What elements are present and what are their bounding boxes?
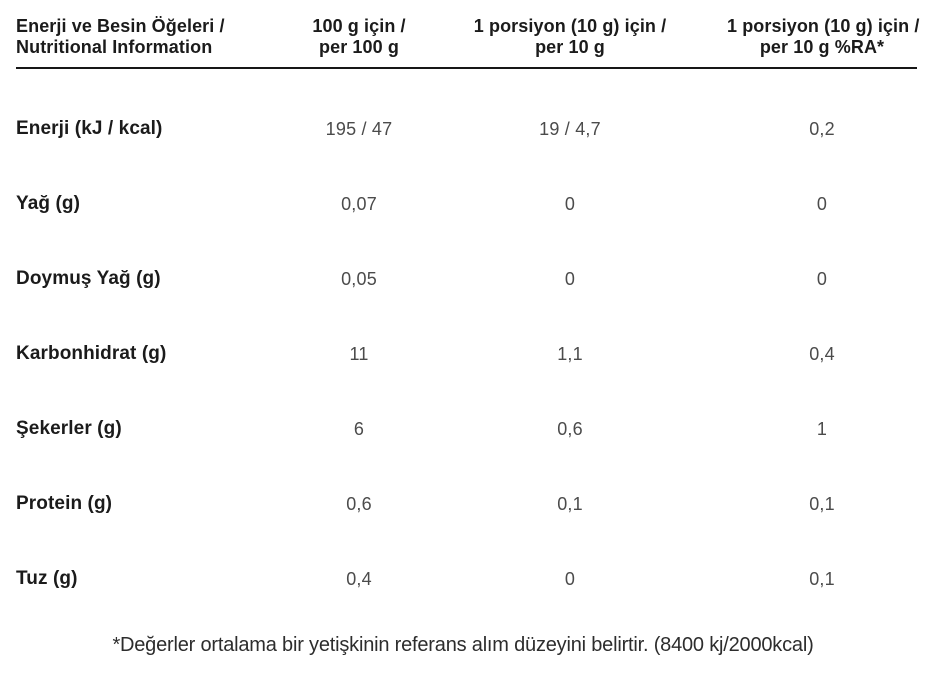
value-per-100g: 0,05 [341, 269, 377, 289]
value-per-portion: 0 [564, 569, 576, 589]
row-label: Şekerler (g) [16, 418, 122, 439]
value-percent-ra: 0 [816, 269, 828, 289]
header-cell-per-portion: 1 porsiyon (10 g) için / per 10 g [470, 16, 670, 58]
row-label: Tuz (g) [16, 568, 78, 589]
table-row-carbohydrate: Karbonhidrat (g) 11 1,1 0,4 [16, 294, 917, 369]
header-per-portion-line1: 1 porsiyon (10 g) için / [473, 16, 667, 36]
nutrition-table: Enerji ve Besin Öğeleri / Nutritional In… [16, 0, 920, 594]
value-percent-ra: 0 [816, 194, 828, 214]
value-per-portion: 0,1 [557, 494, 583, 514]
header-nutrient-line1: Enerji ve Besin Öğeleri / [16, 16, 225, 36]
row-label: Yağ (g) [16, 193, 81, 214]
value-percent-ra: 0,1 [809, 569, 835, 589]
row-label: Doymuş Yağ (g) [16, 268, 161, 289]
row-label: Protein (g) [16, 493, 113, 514]
value-per-portion: 0,6 [557, 419, 583, 439]
row-label: Enerji (kJ / kcal) [16, 118, 163, 139]
header-cell-per-100g: 100 g için / per 100 g [248, 16, 470, 58]
table-row-fat: Yağ (g) 0,07 0 0 [16, 144, 917, 219]
table-row-energy: Enerji (kJ / kcal) 195 / 47 19 / 4,7 0,2 [16, 69, 917, 144]
value-per-100g: 11 [349, 344, 369, 364]
value-per-portion: 0 [564, 194, 576, 214]
row-label: Karbonhidrat (g) [16, 343, 167, 364]
footnote: *Değerler ortalama bir yetişkinin refera… [112, 634, 814, 656]
header-percent-ra-line2: per 10 g %RA* [759, 37, 885, 57]
value-per-100g: 6 [353, 419, 365, 439]
table-row-salt: Tuz (g) 0,4 0 0,1 [16, 519, 917, 594]
value-per-portion: 0 [564, 269, 576, 289]
table-row-saturated-fat: Doymuş Yağ (g) 0,05 0 0 [16, 219, 917, 294]
header-per-100g-line1: 100 g için / [312, 16, 406, 36]
header-percent-ra-line1: 1 porsiyon (10 g) için / [727, 16, 920, 36]
header-nutrient-line2: Nutritional Information [16, 37, 213, 57]
value-per-100g: 0,07 [341, 194, 377, 214]
value-percent-ra: 1 [816, 419, 828, 439]
header-cell-nutrient: Enerji ve Besin Öğeleri / Nutritional In… [16, 16, 248, 58]
header-per-portion-line2: per 10 g [535, 37, 605, 57]
value-per-portion: 19 / 4,7 [539, 119, 601, 139]
header-per-100g-line2: per 100 g [319, 37, 399, 57]
header-cell-percent-ra: 1 porsiyon (10 g) için / per 10 g %RA* [670, 16, 920, 58]
value-percent-ra: 0,2 [809, 119, 835, 139]
table-row-sugars: Şekerler (g) 6 0,6 1 [16, 369, 917, 444]
value-percent-ra: 0,4 [809, 344, 835, 364]
value-per-100g: 0,6 [346, 494, 372, 514]
value-per-100g: 195 / 47 [325, 119, 393, 139]
value-per-portion: 1,1 [557, 344, 583, 364]
table-row-protein: Protein (g) 0,6 0,1 0,1 [16, 444, 917, 519]
table-header: Enerji ve Besin Öğeleri / Nutritional In… [16, 16, 920, 69]
value-percent-ra: 0,1 [809, 494, 835, 514]
value-per-100g: 0,4 [346, 569, 372, 589]
